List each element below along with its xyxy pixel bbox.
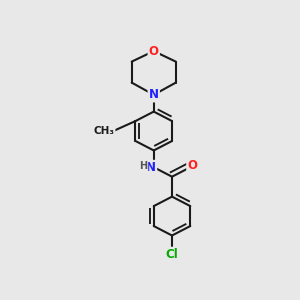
Text: H: H <box>140 161 148 171</box>
Text: Cl: Cl <box>166 248 178 261</box>
Text: N: N <box>146 161 156 174</box>
Text: CH₃: CH₃ <box>94 125 115 136</box>
Text: N: N <box>149 88 159 101</box>
Text: O: O <box>188 160 197 172</box>
Text: O: O <box>149 45 159 58</box>
